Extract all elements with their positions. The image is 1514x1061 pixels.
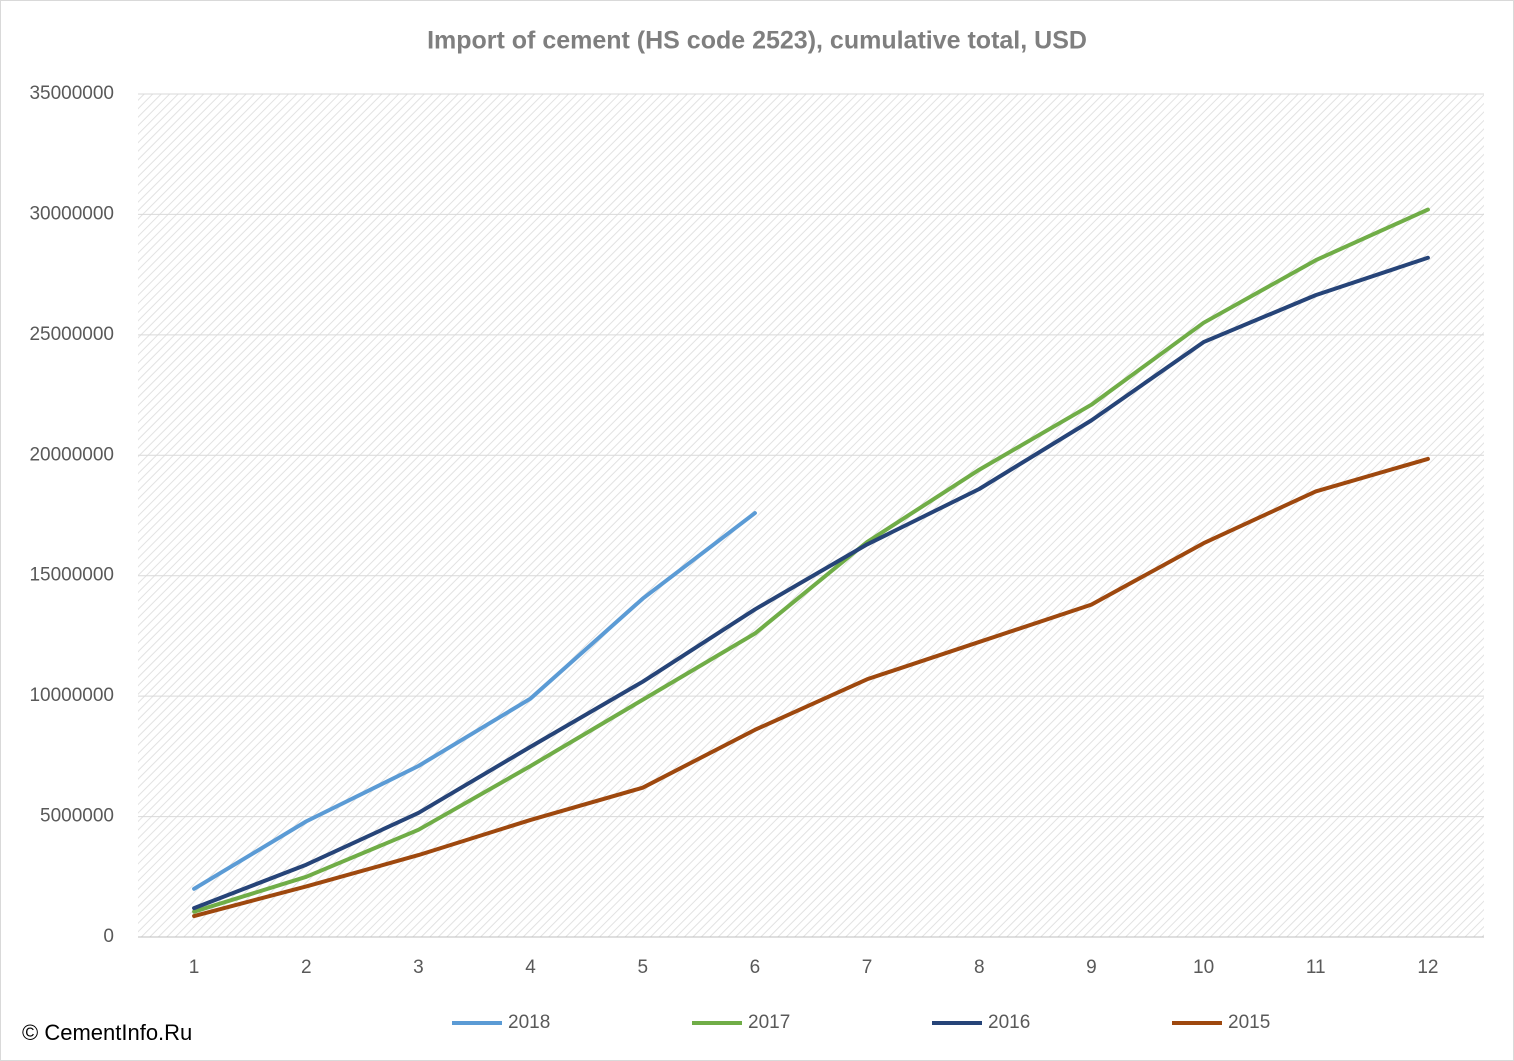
x-tick-label: 3 [413, 957, 424, 978]
y-tick-label: 15000000 [29, 565, 114, 586]
chart-title: Import of cement (HS code 2523), cumulat… [427, 27, 1087, 55]
legend-label: 2018 [508, 1012, 550, 1033]
series-line [192, 511, 757, 891]
x-tick-label: 8 [974, 957, 985, 978]
series-line [192, 207, 1430, 914]
x-tick-label: 6 [750, 957, 761, 978]
x-tick-label: 7 [862, 957, 873, 978]
x-tick-label: 12 [1417, 957, 1438, 978]
x-tick-label: 9 [1086, 957, 1097, 978]
y-tick-label: 10000000 [29, 685, 114, 706]
source: © CementInfo.Ru [22, 1020, 192, 1045]
y-tick-label: 35000000 [29, 83, 114, 104]
x-tick-label: 11 [1306, 957, 1326, 978]
x-tick-label: 2 [301, 957, 312, 978]
legend-label: 2017 [748, 1012, 790, 1033]
x-tick-label: 5 [637, 957, 648, 978]
series-line [192, 456, 1430, 919]
y-tick-label: 0 [103, 926, 114, 947]
y-tick-label: 30000000 [29, 203, 114, 224]
x-tick-label: 10 [1193, 957, 1214, 978]
y-tick-label: 20000000 [29, 444, 114, 465]
y-tick-label: 25000000 [29, 324, 114, 345]
x-tick-label: 1 [189, 957, 200, 978]
y-tick-label: 5000000 [40, 806, 114, 827]
x-tick-label: 4 [525, 957, 536, 978]
legend-label: 2015 [1228, 1012, 1270, 1033]
plot-area [138, 94, 1484, 937]
legend-label: 2016 [988, 1012, 1030, 1033]
series-line [192, 255, 1430, 911]
